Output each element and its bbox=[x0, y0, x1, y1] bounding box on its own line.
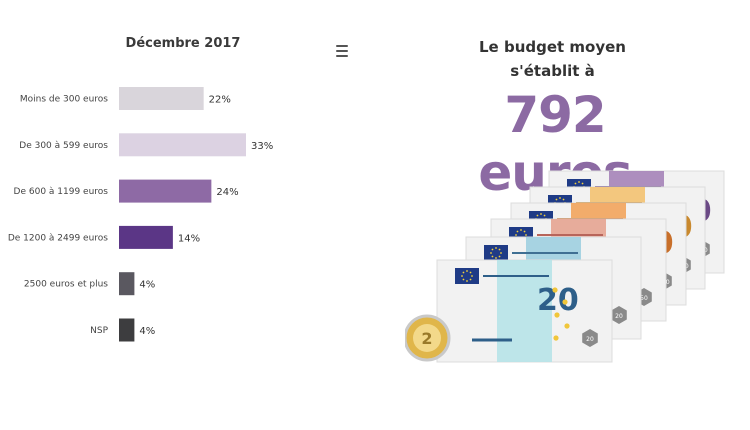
category-label: De 600 à 1199 euros bbox=[14, 187, 109, 197]
bar bbox=[119, 272, 135, 296]
value-label: 24% bbox=[216, 187, 238, 198]
euro-coin-icon: 2 bbox=[405, 314, 451, 362]
euro-banknotes-illustration: 5005002002001001005050202020202 bbox=[405, 170, 725, 363]
category-label: 2500 euros et plus bbox=[24, 280, 108, 290]
star-icon bbox=[552, 287, 558, 293]
coin-value: 2 bbox=[421, 329, 432, 348]
category-label: De 1200 à 2499 euros bbox=[8, 233, 108, 243]
banknote-small-value: 50 bbox=[640, 295, 648, 302]
star-icon bbox=[553, 335, 559, 341]
value-label: 4% bbox=[139, 280, 155, 291]
value-label: 22% bbox=[209, 95, 231, 106]
value-label: 33% bbox=[251, 141, 273, 152]
bar bbox=[119, 87, 204, 110]
banknote-value: 20 bbox=[537, 283, 579, 318]
banknote-small-value: 20 bbox=[586, 336, 594, 343]
budget-heading-line2: s'établit à bbox=[510, 62, 595, 80]
star-icon bbox=[554, 312, 560, 318]
value-label: 4% bbox=[139, 326, 155, 337]
budget-heading-line1: Le budget moyen bbox=[479, 38, 626, 56]
value-label: 14% bbox=[178, 233, 200, 244]
category-label: NSP bbox=[90, 326, 108, 336]
category-label: Moins de 300 euros bbox=[20, 95, 108, 105]
banknote-small-value: 20 bbox=[615, 313, 623, 320]
bar-chart: Moins de 300 euros 22% De 300 à 599 euros 3… bbox=[8, 87, 273, 342]
bar bbox=[119, 179, 212, 203]
star-icon bbox=[564, 323, 570, 329]
bar bbox=[119, 133, 246, 157]
bar bbox=[119, 225, 173, 249]
chart-title: Décembre 2017 bbox=[125, 36, 241, 51]
star-icon bbox=[562, 299, 568, 305]
hamburger-menu-icon[interactable] bbox=[336, 45, 348, 57]
bar bbox=[119, 318, 135, 342]
category-label: De 300 à 599 euros bbox=[19, 141, 108, 151]
